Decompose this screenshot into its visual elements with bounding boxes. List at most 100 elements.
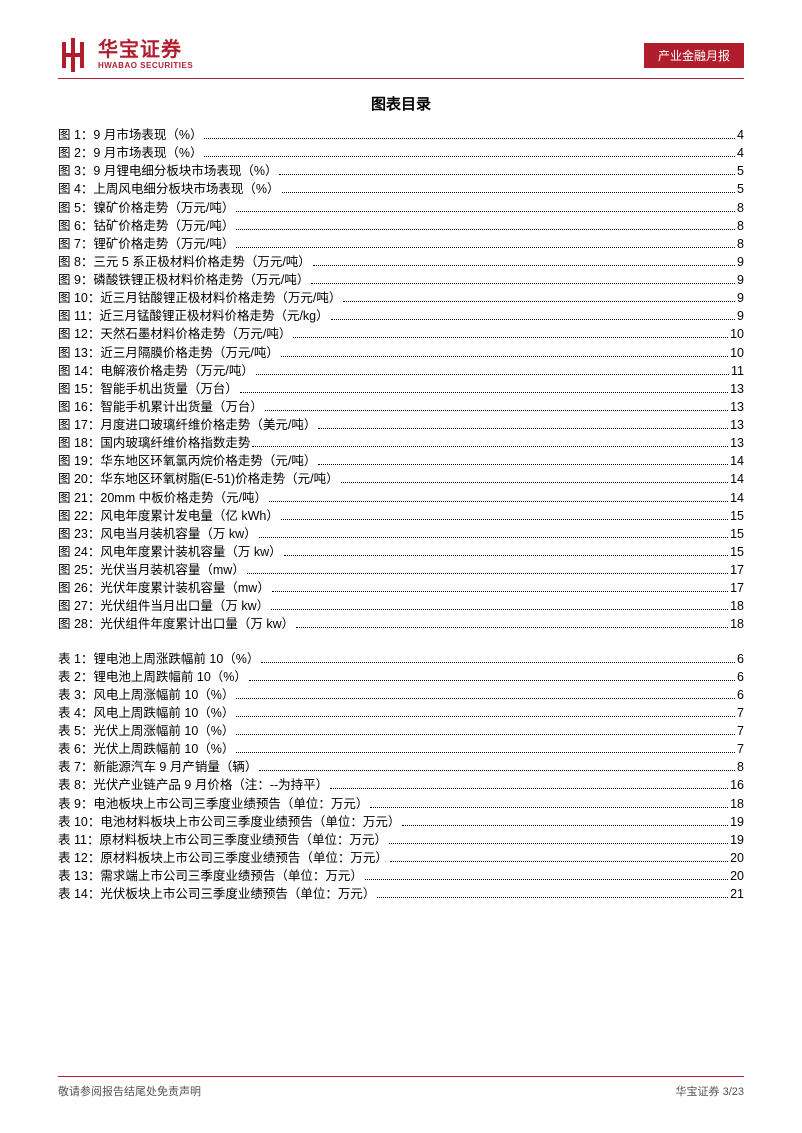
toc-leader-dots xyxy=(318,428,728,429)
toc-leader-dots xyxy=(331,319,735,320)
toc-leader-dots xyxy=(279,174,735,175)
toc-leader-dots xyxy=(265,410,728,411)
toc-leader-dots xyxy=(269,501,728,502)
toc-entry-label: 图 12：天然石墨材料价格走势（万元/吨） xyxy=(58,325,291,343)
toc-entry-label: 图 13：近三月隔膜价格走势（万元/吨） xyxy=(58,344,279,362)
toc-entry-label: 图 26：光伏年度累计装机容量（mw） xyxy=(58,579,270,597)
toc-row: 图 25：光伏当月装机容量（mw）17 xyxy=(58,561,744,579)
footer: 敬请参阅报告结尾处免责声明 华宝证券 3/23 xyxy=(58,1076,744,1099)
toc-entry-label: 图 19：华东地区环氧氯丙烷价格走势（元/吨） xyxy=(58,452,316,470)
toc-leader-dots xyxy=(343,301,735,302)
toc-row: 图 1：9 月市场表现（%）4 xyxy=(58,126,744,144)
toc-entry-page: 18 xyxy=(730,795,744,813)
footer-row: 敬请参阅报告结尾处免责声明 华宝证券 3/23 xyxy=(58,1083,744,1099)
toc-leader-dots xyxy=(204,138,735,139)
toc-row: 图 18：国内玻璃纤维价格指数走势13 xyxy=(58,434,744,452)
toc-row: 图 28：光伏组件年度累计出口量（万 kw）18 xyxy=(58,615,744,633)
toc-leader-dots xyxy=(272,591,728,592)
toc-leader-dots xyxy=(318,464,728,465)
toc-entry-label: 图 7：锂矿价格走势（万元/吨） xyxy=(58,235,234,253)
logo: 华宝证券 HWABAO SECURITIES xyxy=(58,38,193,72)
toc-row: 表 12：原材料板块上市公司三季度业绩预告（单位：万元）20 xyxy=(58,849,744,867)
toc-row: 图 26：光伏年度累计装机容量（mw） 17 xyxy=(58,579,744,597)
toc-row: 图 16：智能手机累计出货量（万台）13 xyxy=(58,398,744,416)
toc-leader-dots xyxy=(261,662,735,663)
toc-entry-page: 17 xyxy=(730,561,744,579)
toc-entry-page: 4 xyxy=(737,144,744,162)
toc-entry-page: 20 xyxy=(730,867,744,885)
toc-entry-label: 图 11：近三月锰酸锂正极材料价格走势（元/kg） xyxy=(58,307,329,325)
toc-entry-label: 图 5：镍矿价格走势（万元/吨） xyxy=(58,199,234,217)
toc-entry-page: 18 xyxy=(730,597,744,615)
logo-mark-icon xyxy=(58,38,92,72)
toc-row: 图 5：镍矿价格走势（万元/吨） 8 xyxy=(58,199,744,217)
toc-leader-dots xyxy=(284,555,728,556)
toc-figures-section: 图 1：9 月市场表现（%）4图 2：9 月市场表现（%） 4图 3：9 月锂电细… xyxy=(58,126,744,634)
toc-row: 图 17：月度进口玻璃纤维价格走势（美元/吨）13 xyxy=(58,416,744,434)
toc-row: 图 23：风电当月装机容量（万 kw）15 xyxy=(58,525,744,543)
toc-row: 图 4：上周风电细分板块市场表现（%）5 xyxy=(58,180,744,198)
toc-title: 图表目录 xyxy=(58,93,744,114)
toc-leader-dots xyxy=(390,861,728,862)
toc-leader-dots xyxy=(341,482,729,483)
toc-entry-page: 15 xyxy=(730,507,744,525)
toc-entry-page: 15 xyxy=(730,525,744,543)
toc-leader-dots xyxy=(296,627,728,628)
toc-leader-dots xyxy=(313,265,735,266)
toc-entry-page: 8 xyxy=(737,235,744,253)
toc-entry-page: 9 xyxy=(737,253,744,271)
toc-row: 表 8：光伏产业链产品 9 月价格（注：--为持平）16 xyxy=(58,776,744,794)
toc-entry-label: 图 20：华东地区环氧树脂(E-51)价格走势（元/吨） xyxy=(58,470,339,488)
toc-entry-label: 图 10：近三月钴酸锂正极材料价格走势（万元/吨） xyxy=(58,289,341,307)
toc-entry-label: 图 1：9 月市场表现（%） xyxy=(58,126,202,144)
toc-leader-dots xyxy=(256,374,729,375)
toc-leader-dots xyxy=(259,537,728,538)
toc-entry-page: 19 xyxy=(730,831,744,849)
toc-leader-dots xyxy=(311,283,735,284)
toc-entry-label: 图 14：电解液价格走势（万元/吨） xyxy=(58,362,254,380)
toc-row: 图 7：锂矿价格走势（万元/吨） 8 xyxy=(58,235,744,253)
toc-row: 表 2：锂电池上周跌幅前 10（%）6 xyxy=(58,668,744,686)
toc-entry-label: 表 14：光伏板块上市公司三季度业绩预告（单位：万元） xyxy=(58,885,375,903)
header-divider xyxy=(58,78,744,79)
toc-leader-dots xyxy=(259,770,735,771)
toc-leader-dots xyxy=(247,573,728,574)
toc-row: 表 5：光伏上周涨幅前 10（%）7 xyxy=(58,722,744,740)
toc-entry-label: 图 2：9 月市场表现（%） xyxy=(58,144,202,162)
toc-entry-label: 图 21：20mm 中板价格走势（元/吨） xyxy=(58,489,267,507)
toc-row: 表 11：原材料板块上市公司三季度业绩预告（单位：万元）19 xyxy=(58,831,744,849)
toc-entry-page: 7 xyxy=(737,704,744,722)
toc-leader-dots xyxy=(282,192,736,193)
toc-row: 图 20：华东地区环氧树脂(E-51)价格走势（元/吨）14 xyxy=(58,470,744,488)
toc-row: 图 19：华东地区环氧氯丙烷价格走势（元/吨） 14 xyxy=(58,452,744,470)
toc-leader-dots xyxy=(236,734,735,735)
toc-leader-dots xyxy=(370,807,728,808)
toc-leader-dots xyxy=(330,788,728,789)
toc-entry-label: 图 18：国内玻璃纤维价格指数走势 xyxy=(58,434,250,452)
toc-entry-label: 图 6：钴矿价格走势（万元/吨） xyxy=(58,217,234,235)
toc-entry-page: 11 xyxy=(731,362,744,380)
toc-entry-page: 14 xyxy=(730,452,744,470)
toc-entry-page: 8 xyxy=(737,199,744,217)
toc-row: 表 6：光伏上周跌幅前 10（%）7 xyxy=(58,740,744,758)
toc-entry-label: 图 4：上周风电细分板块市场表现（%） xyxy=(58,180,280,198)
toc-row: 图 22：风电年度累计发电量（亿 kWh）15 xyxy=(58,507,744,525)
toc-entry-label: 表 13：需求端上市公司三季度业绩预告（单位：万元） xyxy=(58,867,363,885)
report-type-badge: 产业金融月报 xyxy=(644,43,744,68)
toc-tables-section: 表 1：锂电池上周涨跌幅前 10（%）6表 2：锂电池上周跌幅前 10（%）6表… xyxy=(58,650,744,904)
toc-leader-dots xyxy=(281,356,728,357)
toc-leader-dots xyxy=(271,609,728,610)
toc-row: 图 3：9 月锂电细分板块市场表现（%）5 xyxy=(58,162,744,180)
toc-row: 表 1：锂电池上周涨跌幅前 10（%） 6 xyxy=(58,650,744,668)
toc-entry-page: 6 xyxy=(737,650,744,668)
toc-row: 表 7：新能源汽车 9 月产销量（辆）8 xyxy=(58,758,744,776)
toc-row: 图 27：光伏组件当月出口量（万 kw）18 xyxy=(58,597,744,615)
toc-row: 图 2：9 月市场表现（%） 4 xyxy=(58,144,744,162)
toc-entry-page: 15 xyxy=(730,543,744,561)
toc-entry-page: 17 xyxy=(730,579,744,597)
toc-entry-page: 9 xyxy=(737,289,744,307)
toc-leader-dots xyxy=(236,752,735,753)
toc-entry-page: 18 xyxy=(730,615,744,633)
toc-entry-page: 5 xyxy=(737,162,744,180)
toc-entry-label: 表 1：锂电池上周涨跌幅前 10（%） xyxy=(58,650,259,668)
